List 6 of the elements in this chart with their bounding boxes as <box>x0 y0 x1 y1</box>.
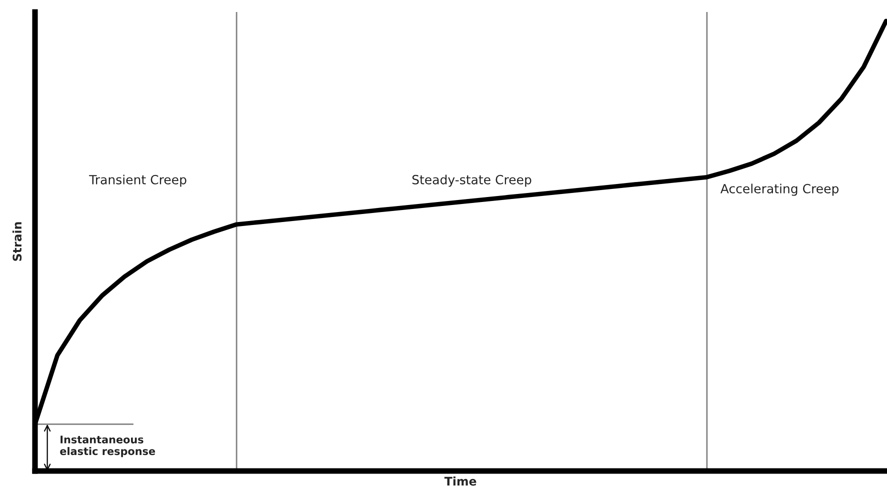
annotation: Transient Creep <box>89 174 186 187</box>
y-axis-title: Strain <box>12 222 22 261</box>
annotation: Steady-state Creep <box>412 174 532 187</box>
annotation: Accelerating Creep <box>720 184 839 196</box>
x-axis-title: Time <box>444 476 476 486</box>
annotation: Instantaneous elastic response <box>60 436 156 458</box>
